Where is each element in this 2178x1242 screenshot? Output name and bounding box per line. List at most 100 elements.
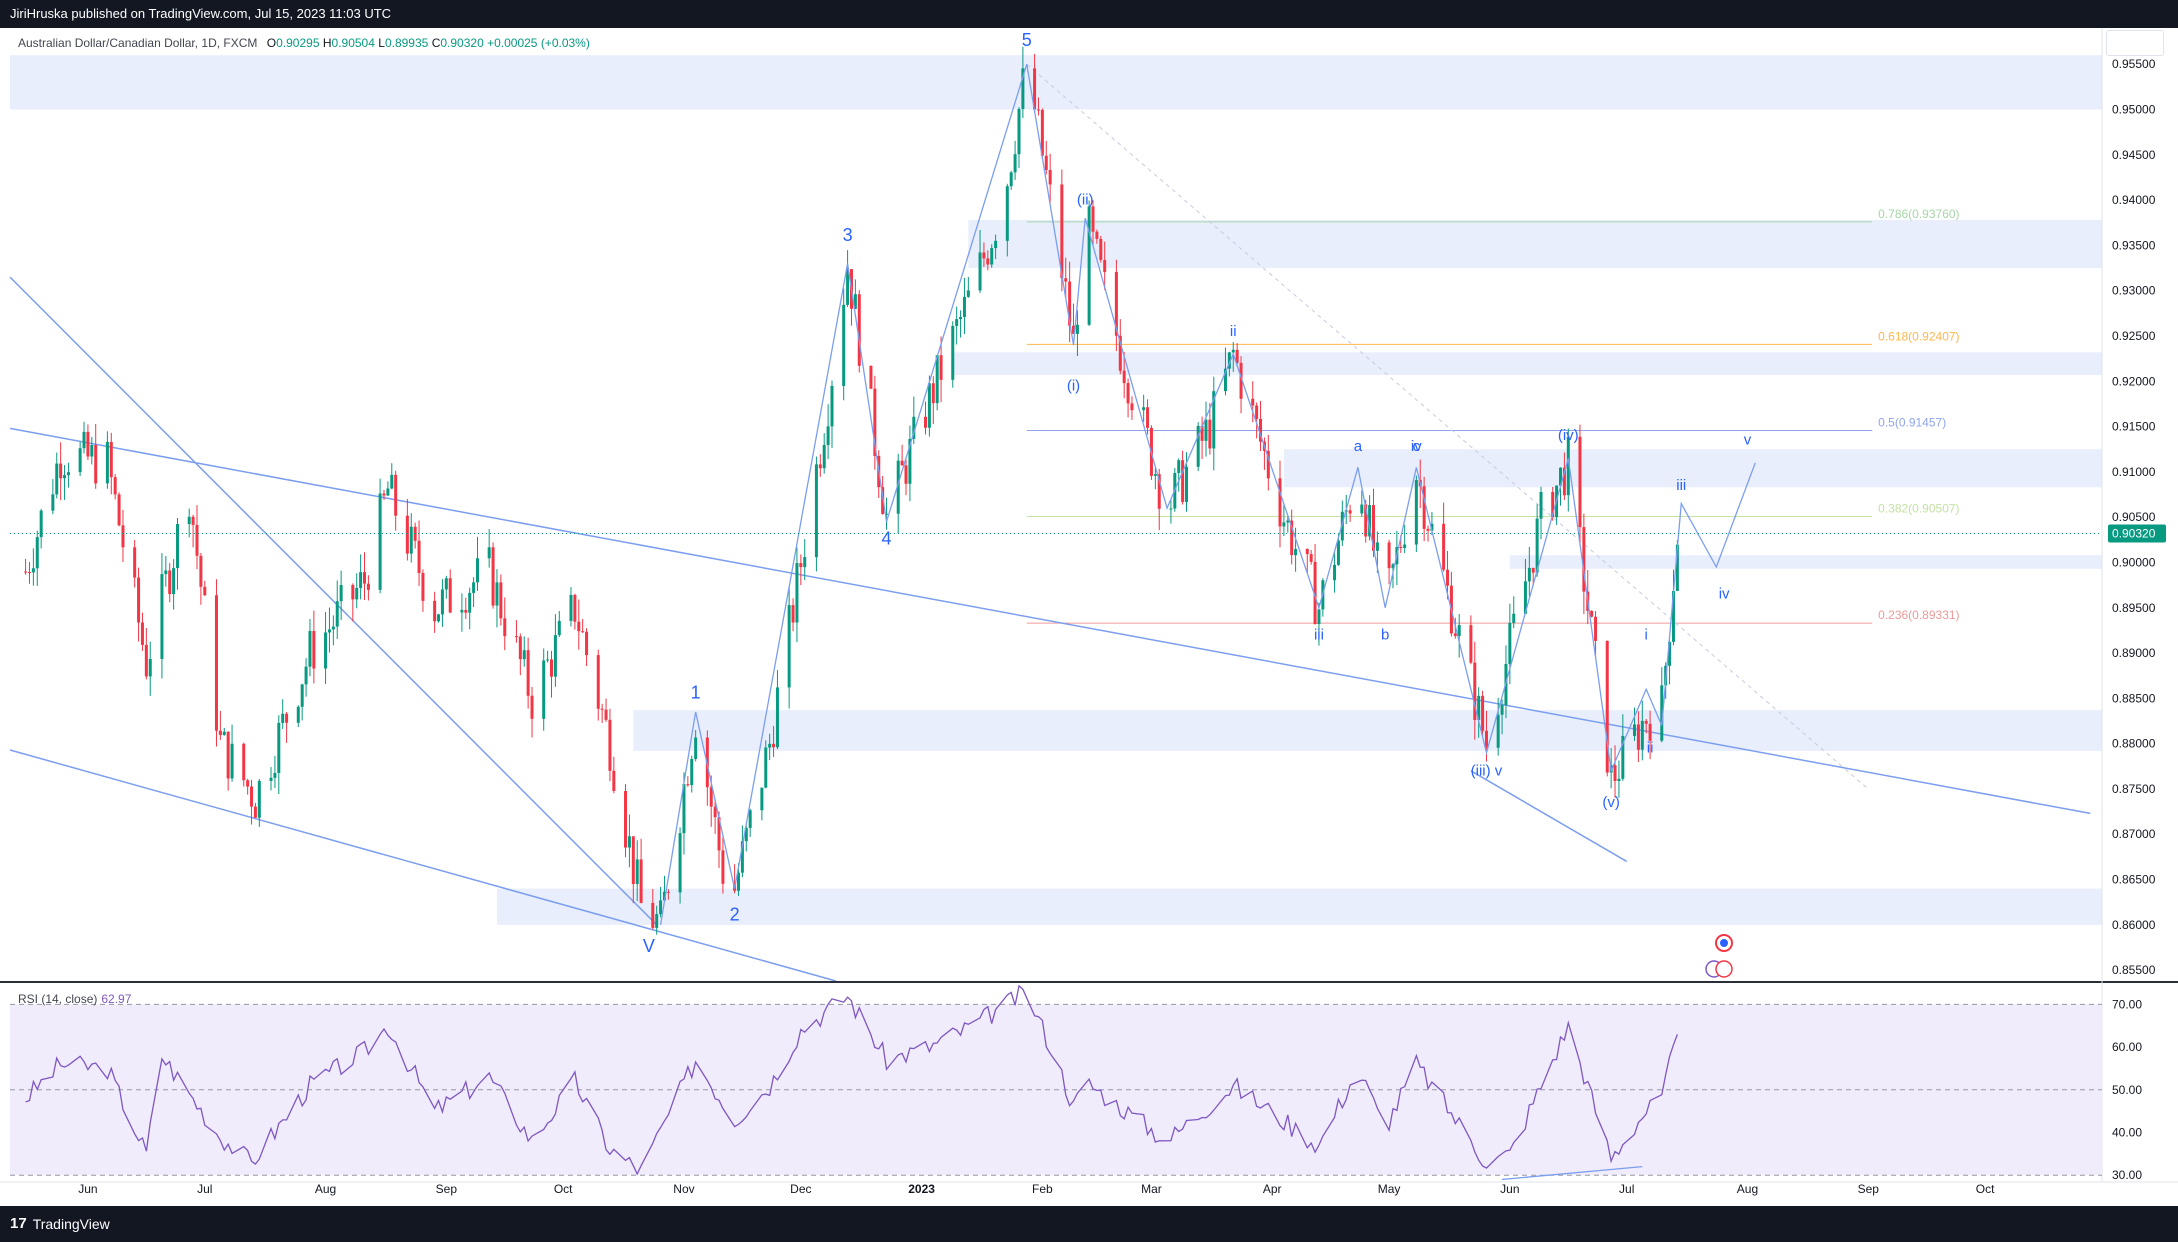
wave-label: (ii) bbox=[1077, 192, 1094, 209]
candle-body bbox=[1099, 238, 1103, 260]
candle-body bbox=[1013, 154, 1017, 173]
candle-body bbox=[530, 695, 534, 719]
candle-body bbox=[1453, 633, 1457, 637]
candle-body bbox=[1372, 505, 1376, 551]
candle-body bbox=[1348, 510, 1352, 514]
candle-body bbox=[176, 524, 180, 569]
candle-body bbox=[1126, 383, 1130, 404]
time-axis-tick: Jul bbox=[197, 1182, 212, 1196]
candle-body bbox=[1340, 511, 1344, 541]
wave-label: iv bbox=[1411, 438, 1422, 455]
chart-area[interactable]: 0.786(0.93760) 0.618(0.92407) 0.5(0.91457)… bbox=[0, 28, 2178, 1206]
candle-body bbox=[133, 547, 137, 578]
candle-body bbox=[1044, 155, 1048, 171]
candle-body bbox=[405, 515, 409, 554]
candle-body bbox=[1617, 778, 1621, 781]
candle-body bbox=[1204, 419, 1208, 441]
rsi-axis-tick: 70.00 bbox=[2112, 997, 2142, 1011]
candle-body bbox=[1539, 491, 1543, 519]
tradingview-logo-icon[interactable]: 17 bbox=[10, 1215, 27, 1232]
wave-label: 1 bbox=[691, 682, 701, 702]
candle-body bbox=[1605, 640, 1609, 773]
candle-body bbox=[1594, 616, 1598, 641]
candle-body bbox=[1391, 564, 1395, 569]
rsi-axis-tick: 30.00 bbox=[2112, 1168, 2142, 1182]
support-resistance-zone bbox=[1283, 449, 2102, 488]
last-price-tag bbox=[2108, 524, 2166, 543]
candle-body bbox=[168, 570, 172, 595]
price-axis-tick: 0.91500 bbox=[2112, 420, 2156, 434]
candle-body bbox=[312, 630, 316, 669]
low-label: L bbox=[378, 36, 385, 50]
rsi-axis-tick: 50.00 bbox=[2112, 1083, 2142, 1097]
candle-body bbox=[659, 900, 663, 915]
candle-body bbox=[1286, 520, 1290, 523]
candle-body bbox=[331, 626, 335, 630]
candle-body bbox=[775, 687, 779, 748]
trend-line bbox=[1026, 63, 1869, 790]
candle-body bbox=[1282, 522, 1286, 527]
price-axis-tick: 0.87000 bbox=[2112, 827, 2156, 841]
candle-body bbox=[1317, 609, 1321, 625]
price-chart-svg[interactable]: 0.786(0.93760) 0.618(0.92407) 0.5(0.91457)… bbox=[0, 28, 2178, 1206]
rsi-value: 62.97 bbox=[101, 992, 132, 1006]
time-axis-tick: Nov bbox=[673, 1182, 694, 1196]
candle-body bbox=[39, 510, 43, 538]
wave-label: iv bbox=[1719, 586, 1730, 603]
chart-search-box[interactable] bbox=[2106, 30, 2164, 56]
price-axis-tick: 0.95500 bbox=[2112, 57, 2156, 71]
candle-body bbox=[694, 737, 698, 759]
candle-body bbox=[324, 632, 328, 669]
candle-body bbox=[63, 475, 67, 479]
candle-body bbox=[59, 463, 63, 479]
candle-body bbox=[959, 317, 963, 320]
candle-body bbox=[795, 563, 799, 623]
wave-label: 4 bbox=[882, 528, 892, 548]
footer-brand[interactable]: TradingView bbox=[32, 1216, 110, 1232]
candle-body bbox=[631, 836, 635, 885]
candle-body bbox=[526, 650, 530, 696]
candle-body bbox=[1075, 324, 1079, 334]
wave-label: iii bbox=[1314, 626, 1324, 643]
price-axis-tick: 0.88000 bbox=[2112, 737, 2156, 751]
price-axis-tick: 0.86500 bbox=[2112, 873, 2156, 887]
candle-body bbox=[437, 614, 441, 622]
rsi-axis-tick: 60.00 bbox=[2112, 1040, 2142, 1054]
candle-body bbox=[409, 526, 413, 554]
candle-body bbox=[378, 493, 382, 590]
candle-body bbox=[1368, 505, 1372, 537]
candle-body bbox=[608, 719, 612, 771]
candle-body bbox=[1169, 508, 1173, 510]
candle-body bbox=[600, 708, 604, 710]
candle-body bbox=[1360, 504, 1364, 514]
candle-body bbox=[635, 859, 639, 885]
rsi-divergence-line bbox=[1502, 1165, 1643, 1181]
support-resistance-zone bbox=[968, 220, 2102, 269]
candle-body bbox=[1558, 467, 1562, 486]
candle-body bbox=[627, 836, 631, 848]
candle-body bbox=[842, 304, 846, 386]
candle-body bbox=[978, 252, 982, 291]
candle-body bbox=[499, 582, 503, 619]
candle-body bbox=[885, 513, 889, 515]
open-value: 0.90295 bbox=[276, 36, 320, 50]
candle-body bbox=[869, 365, 873, 389]
candle-body bbox=[522, 650, 526, 660]
candle-body bbox=[1636, 724, 1640, 750]
wave-label: ii bbox=[1647, 740, 1654, 757]
candle-body bbox=[939, 355, 943, 380]
time-axis-tick: Oct bbox=[554, 1182, 573, 1196]
publisher-bar: JiriHruska published on TradingView.com,… bbox=[0, 0, 2178, 28]
candle-body bbox=[475, 558, 479, 583]
candle-body bbox=[791, 605, 795, 623]
time-axis-tick: Dec bbox=[790, 1182, 811, 1196]
candle-body bbox=[1399, 547, 1403, 549]
candle-body bbox=[935, 355, 939, 404]
time-axis-tick: May bbox=[1378, 1182, 1401, 1196]
candle-body bbox=[253, 806, 257, 818]
candle-body bbox=[557, 620, 561, 636]
candle-body bbox=[904, 465, 908, 484]
candle-body bbox=[1087, 206, 1091, 325]
candle-body bbox=[1414, 480, 1418, 545]
candle-body bbox=[923, 416, 927, 428]
